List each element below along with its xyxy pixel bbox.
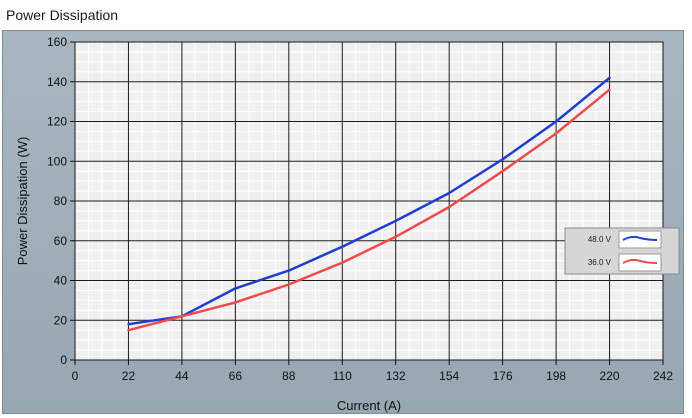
x-tick-label: 132: [386, 369, 406, 383]
y-axis: 0 20 40 60 80 100 120 140 160: [47, 35, 75, 367]
x-tick-label: 242: [653, 369, 673, 383]
y-tick-label: 40: [54, 274, 68, 288]
x-tick-label: 88: [282, 369, 296, 383]
x-tick-label: 44: [175, 369, 189, 383]
series-line-2: [127, 88, 611, 332]
y-tick-label: 160: [47, 35, 67, 49]
y-tick-label: 20: [54, 313, 68, 327]
x-tick-label: 22: [122, 369, 136, 383]
legend-label-series-1: 48.0 V: [588, 235, 612, 244]
legend-line-series-1: [622, 235, 658, 241]
x-axis: 0 22 44 66 88 110 132 154 176 198 220 242: [72, 360, 673, 383]
major-grid: [74, 41, 664, 361]
legend-line-series-2: [622, 258, 658, 264]
x-tick-label: 176: [493, 369, 513, 383]
y-tick-label: 100: [47, 154, 67, 168]
legend-label-series-2: 36.0 V: [588, 258, 612, 267]
y-tick-label: 140: [47, 75, 67, 89]
x-tick-label: 198: [546, 369, 566, 383]
x-tick-label: 110: [333, 369, 352, 383]
x-tick-label: 66: [229, 369, 243, 383]
y-axis-label: Power Dissipation (W): [15, 137, 30, 266]
legend: 48.0 V 36.0 V: [564, 227, 680, 275]
y-tick-label: 0: [60, 353, 67, 367]
y-tick-label: 80: [54, 194, 68, 208]
series-line-1: [127, 76, 611, 326]
x-tick-label: 154: [439, 369, 459, 383]
legend-swatch-bg-1: [618, 230, 662, 249]
y-tick-label: 60: [54, 234, 68, 248]
x-tick-label: 0: [72, 369, 79, 383]
page-title: Power Dissipation: [6, 7, 119, 23]
x-tick-label: 220: [600, 369, 620, 383]
legend-swatch-bg-2: [618, 253, 662, 272]
series-layer: [127, 76, 611, 332]
x-axis-label: Current (A): [337, 398, 401, 413]
y-tick-label: 120: [47, 115, 67, 129]
